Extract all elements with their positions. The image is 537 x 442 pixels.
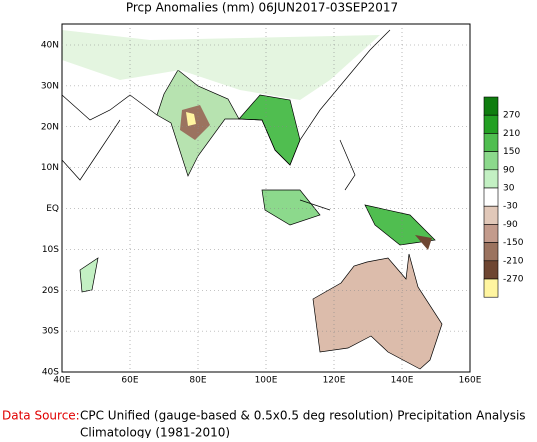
x-tick-label: 60E [121,376,138,386]
colorbar-swatch [483,205,499,225]
coastlines [61,29,391,211]
colorbar-swatch [483,96,499,116]
colorbar-label: -30 [503,202,518,212]
x-tick-label: 140E [391,376,414,386]
colorbar-label: -270 [503,275,524,285]
y-tick-label: 20N [41,122,59,132]
colorbar-label: 90 [503,165,515,175]
colorbar-swatch [483,151,499,171]
colorbar-swatch [483,260,499,280]
colorbar-label: -150 [503,238,524,248]
colorbar-swatch [483,242,499,262]
y-tick-label: EQ [46,204,59,214]
colorbar-label: 210 [503,129,520,139]
colorbar-label: -210 [503,256,524,266]
colorbar-swatch [483,278,499,298]
colorbar-label: -90 [503,220,518,230]
colorbar-swatch [483,224,499,243]
x-tick-label: 120E [323,376,346,386]
colorbar-label: 270 [503,111,520,121]
x-tick-label: 80E [189,376,206,386]
y-tick-label: 40N [41,41,59,51]
map-title: Prcp Anomalies (mm) 06JUN2017-03SEP2017 [126,1,398,15]
y-tick-label: 10N [41,163,59,173]
colorbar-swatch [483,133,499,152]
x-tick-label: 100E [255,376,278,386]
y-tick-label: 20S [42,286,59,296]
land-shading [62,30,443,370]
x-tick-label: 40E [53,376,70,386]
colorbar-swatch [483,169,499,189]
y-tick-label: 30N [41,81,59,91]
source-label: Data Source: [2,409,80,423]
y-tick-label: 10S [42,245,59,255]
colorbar-swatch [483,187,499,207]
colorbar-label: 150 [503,147,520,157]
source-text: Climatology (1981-2010) [80,426,230,439]
colorbar-label: 30 [503,184,515,194]
y-tick-label: 40S [42,368,59,378]
x-tick-label: 160E [459,376,482,386]
source-text: CPC Unified (gauge-based & 0.5x0.5 deg r… [80,409,526,423]
y-tick-label: 30S [42,327,59,337]
colorbar-swatch [483,114,499,134]
